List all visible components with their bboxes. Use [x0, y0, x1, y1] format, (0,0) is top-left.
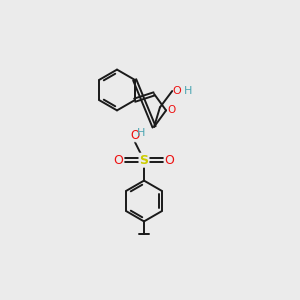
- Text: H: H: [137, 128, 146, 138]
- Text: O: O: [114, 154, 124, 167]
- Text: S: S: [140, 154, 148, 167]
- Text: H: H: [184, 86, 192, 96]
- Text: O: O: [130, 129, 140, 142]
- Text: O: O: [167, 105, 175, 116]
- Text: O: O: [173, 86, 182, 96]
- Text: O: O: [164, 154, 174, 167]
